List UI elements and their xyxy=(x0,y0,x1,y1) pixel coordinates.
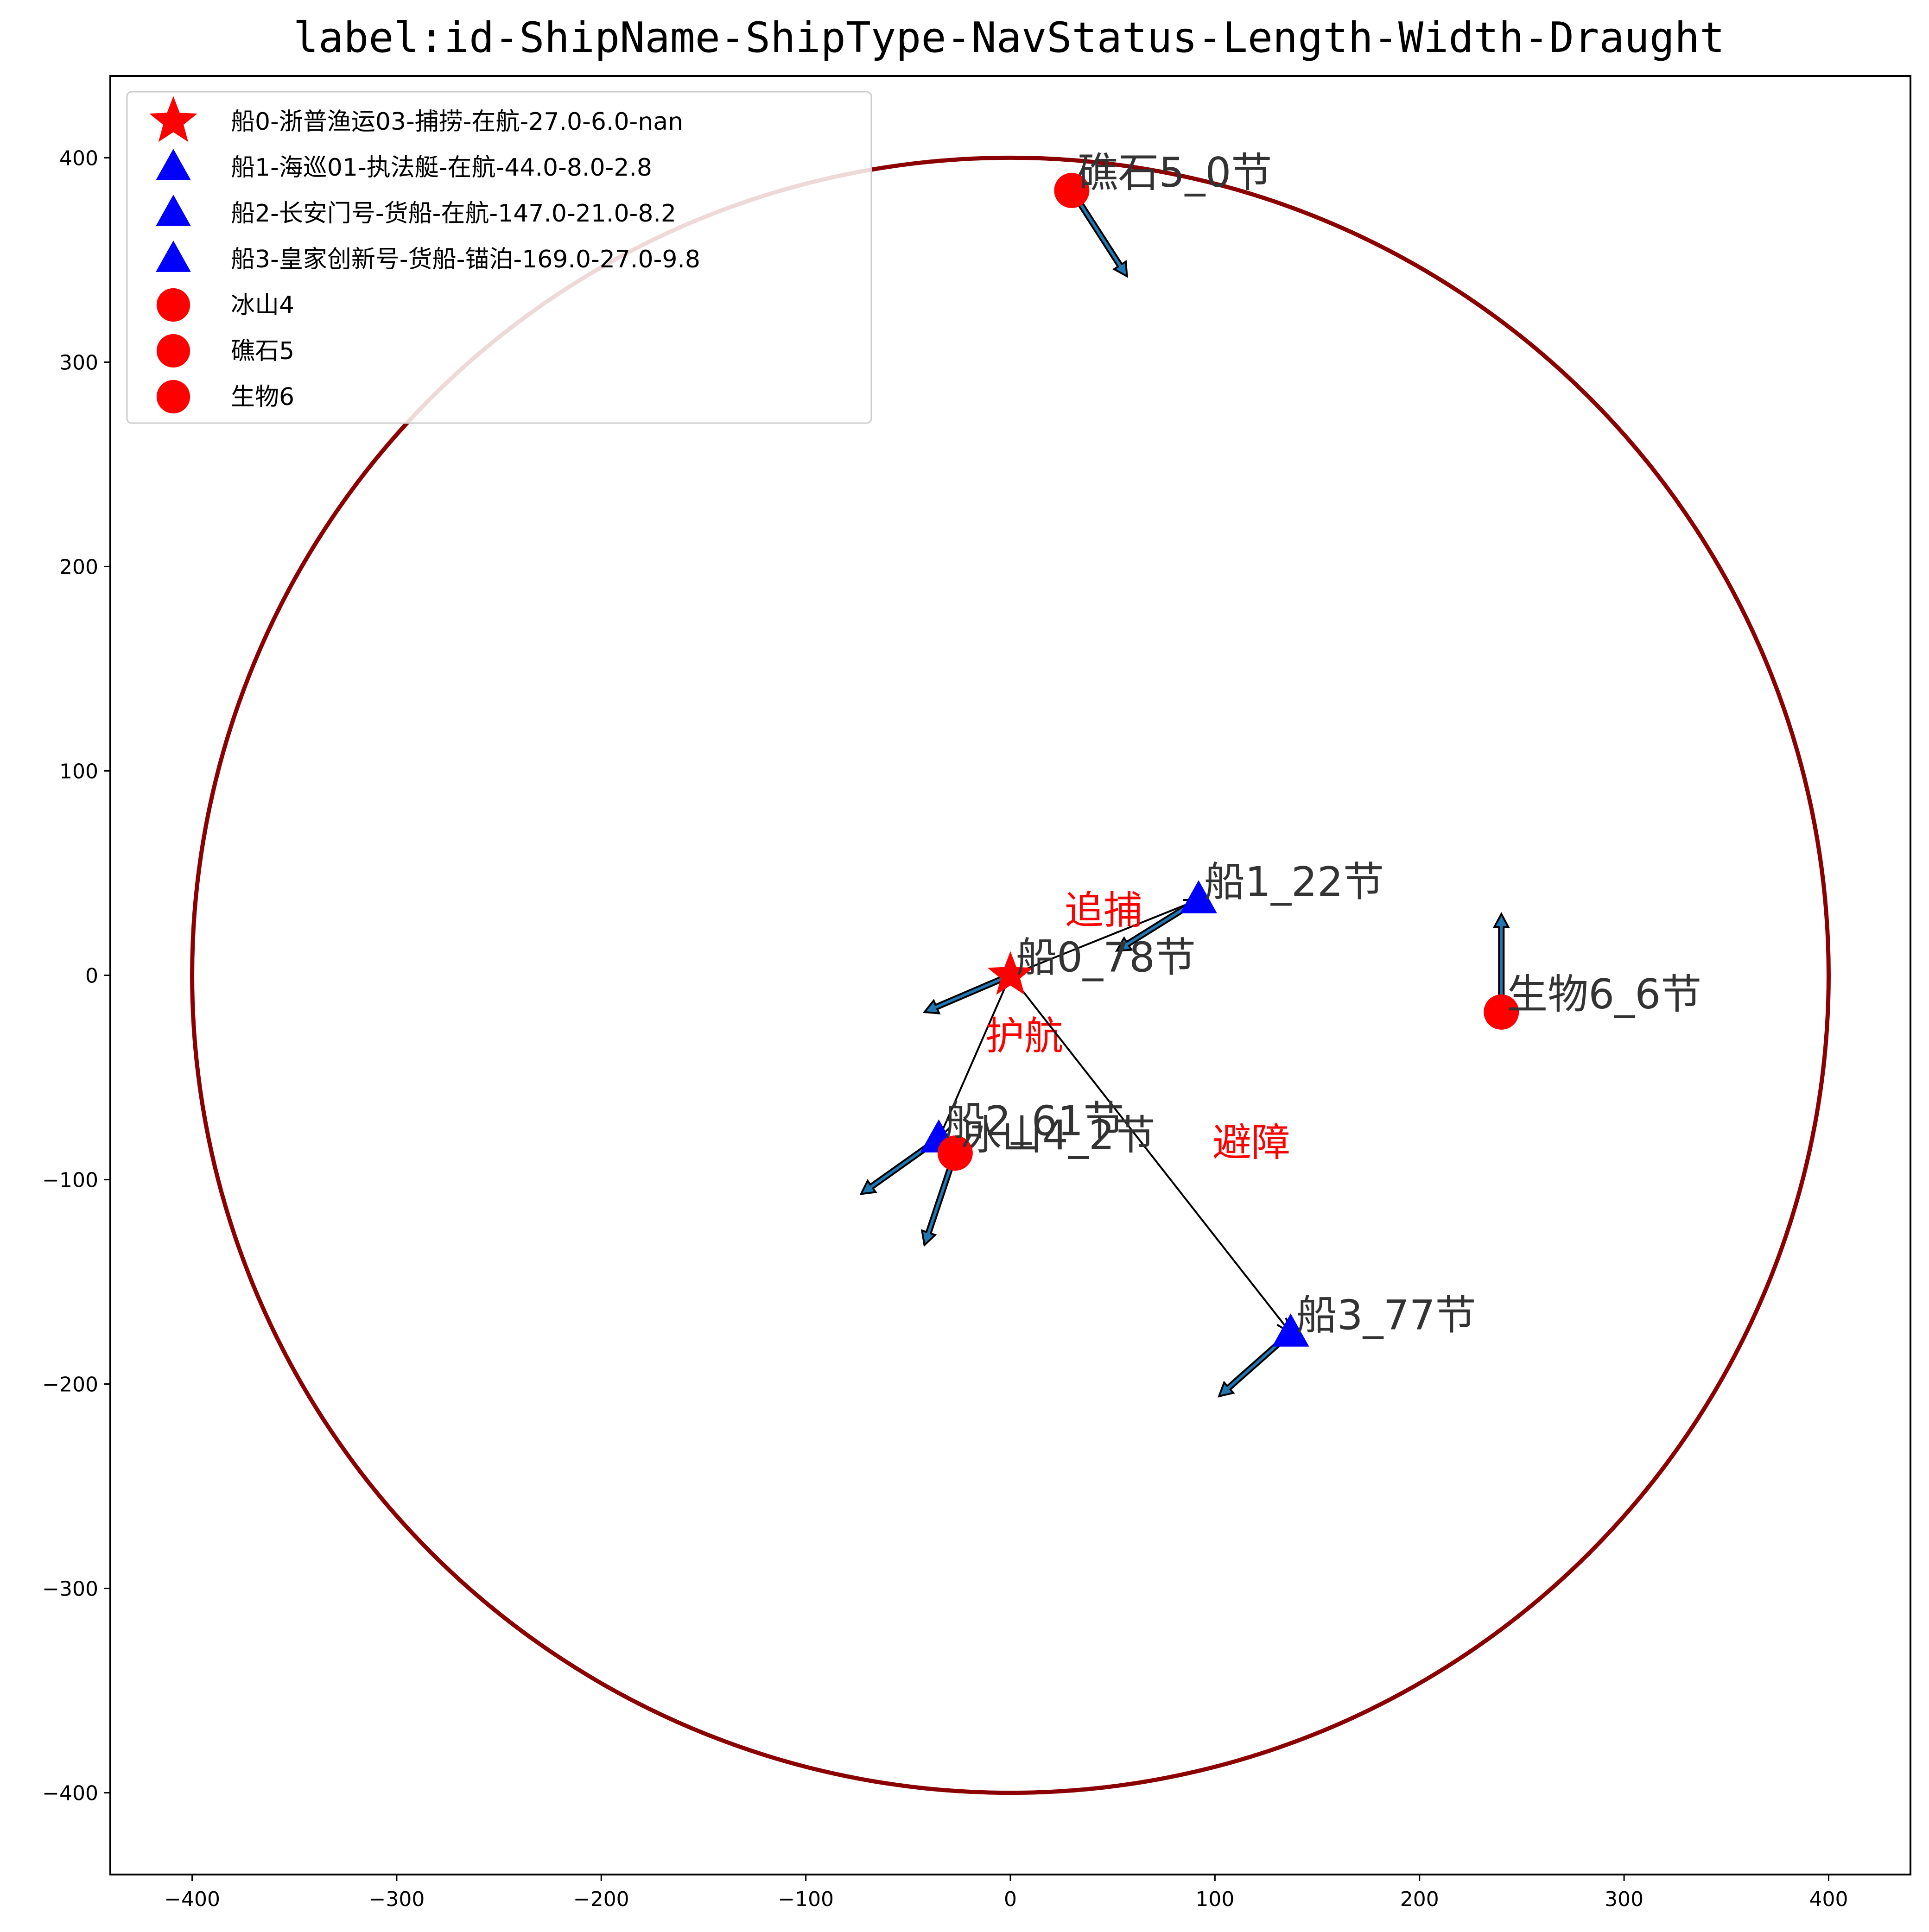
legend-marker-ship1 xyxy=(156,149,191,180)
ship3-marker xyxy=(1272,1313,1309,1347)
x-tick-label: −100 xyxy=(778,1888,834,1911)
y-tick-label: 100 xyxy=(59,760,98,783)
legend-label-ship0: 船0-浙普渔运03-捕捞-在航-27.0-6.0-nan xyxy=(231,108,683,136)
ship1-label: 船1_22节 xyxy=(1204,858,1384,906)
reef5-marker xyxy=(1054,172,1090,208)
ship2-label: 船2_61节 xyxy=(945,1097,1124,1145)
legend-marker-creature6 xyxy=(156,380,190,414)
range-circle xyxy=(190,155,1831,1795)
relation-line xyxy=(1010,899,1199,976)
legend: 船0-浙普渔运03-捕捞-在航-27.0-6.0-nan 船1-海巡01-执法艇-… xyxy=(126,91,872,424)
x-tick-label: −200 xyxy=(573,1888,629,1911)
legend-label-ship2: 船2-长安门号-货船-在航-147.0-21.0-8.2 xyxy=(231,200,676,228)
legend-marker-reef5 xyxy=(156,334,190,368)
legend-box xyxy=(126,91,872,424)
legend-marker-ship3 xyxy=(156,241,191,272)
x-tick-label: 100 xyxy=(1195,1888,1234,1911)
legend-label-creature6: 生物6 xyxy=(231,383,294,411)
x-tick-label: 0 xyxy=(1004,1888,1017,1911)
x-tick-label: 300 xyxy=(1605,1888,1643,1911)
reef5-label: 礁石5_0节 xyxy=(1077,149,1272,196)
relation-label: 避障 xyxy=(1212,1120,1290,1166)
legend-label-iceberg4: 冰山4 xyxy=(231,291,294,319)
creature6-label: 生物6_6节 xyxy=(1507,970,1701,1018)
y-tick-label: 400 xyxy=(59,146,98,170)
relation-label: 追捕 xyxy=(1065,887,1142,933)
ship0-label: 船0_78节 xyxy=(1016,934,1196,982)
y-tick-label: −200 xyxy=(42,1373,98,1397)
legend-marker-iceberg4 xyxy=(156,288,190,322)
y-tick-label: 0 xyxy=(85,964,98,988)
creature6-marker xyxy=(1484,994,1519,1030)
relation-line xyxy=(1009,975,1292,1334)
iceberg4-marker xyxy=(937,1135,973,1171)
ship1-marker xyxy=(1180,880,1217,913)
relation-line xyxy=(938,975,1011,1140)
legend-marker-ship0 xyxy=(149,96,197,142)
plot-area xyxy=(190,155,1831,1795)
ship3-label: 船3_77节 xyxy=(1296,1291,1476,1339)
legend-marker-ship2 xyxy=(156,195,191,226)
x-tick-label: −400 xyxy=(164,1888,220,1911)
chart-title: label:id-ShipName-ShipType-NavStatus-Len… xyxy=(293,13,1725,62)
y-tick-label: 300 xyxy=(59,351,98,374)
y-tick-label: −300 xyxy=(42,1577,98,1601)
y-tick-label: −100 xyxy=(42,1169,98,1192)
ship0-marker xyxy=(987,951,1034,995)
iceberg4-label: 冰山4_2节 xyxy=(961,1111,1155,1159)
ship0-course-arrow xyxy=(922,972,1013,1014)
y-tick-label: 200 xyxy=(59,555,98,579)
axes: −400 −300 −200 −100 0 100 200 300 400 −400 −300 −20… xyxy=(42,75,1911,1911)
y-tick-label: −400 xyxy=(42,1782,98,1805)
legend-label-ship1: 船1-海巡01-执法艇-在航-44.0-8.0-2.8 xyxy=(231,154,652,182)
relation-label: 护航 xyxy=(985,1014,1063,1059)
legend-label-ship3: 船3-皇家创新号-货船-锚泊-169.0-27.0-9.8 xyxy=(231,246,700,273)
x-tick-label: 400 xyxy=(1809,1888,1848,1911)
x-tick-label: −300 xyxy=(368,1888,425,1911)
legend-label-reef5: 礁石5 xyxy=(231,337,294,365)
x-tick-label: 200 xyxy=(1400,1888,1439,1911)
